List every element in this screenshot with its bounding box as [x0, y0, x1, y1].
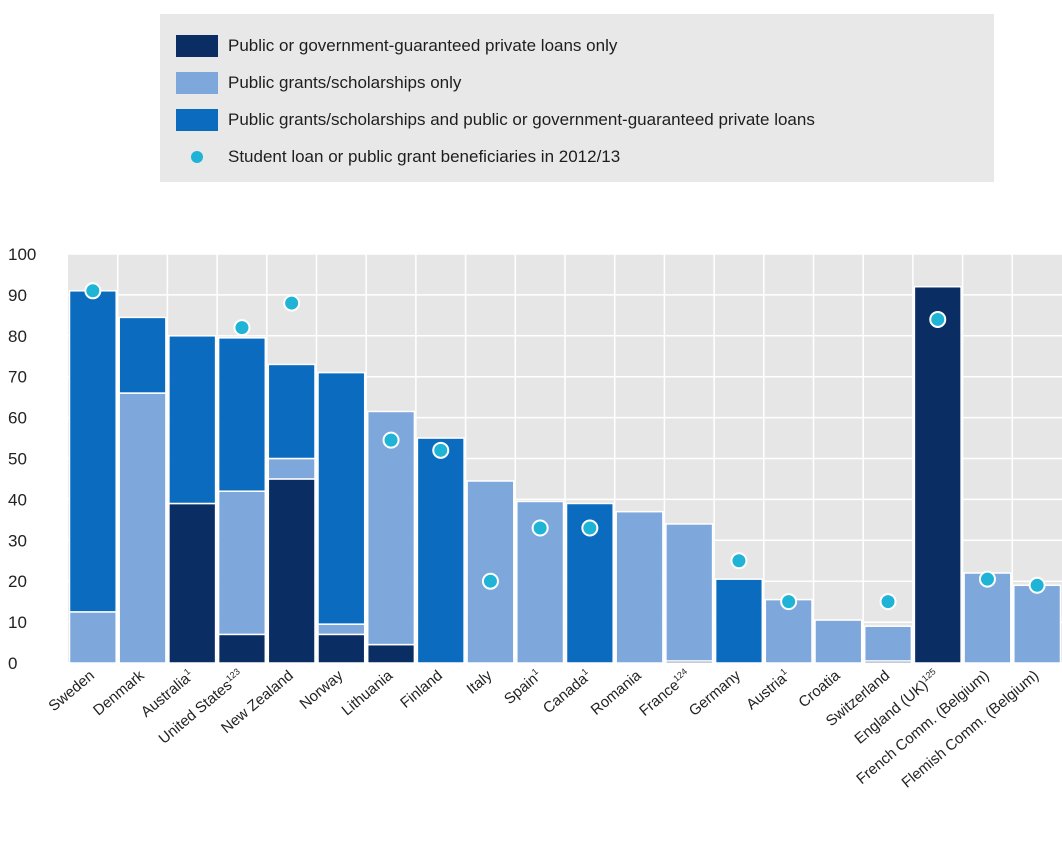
bar-segment-loans [217, 633, 267, 664]
x-tick-label: United States123 [155, 666, 247, 747]
beneficiaries-marker [780, 593, 798, 611]
bar-segment-grants [814, 619, 863, 664]
x-tick-label: Italy [464, 667, 496, 698]
x-tick-label: Lithuania [339, 667, 397, 720]
bar-segment-grants [1013, 584, 1062, 664]
beneficiaries-marker [978, 570, 996, 588]
x-tick-label: Austria1 [743, 666, 794, 713]
x-tick-label: Canada1 [539, 666, 595, 717]
bar-segment-loans [317, 633, 366, 664]
bar-segment-grants [217, 490, 267, 636]
bar-segment-both [118, 316, 167, 394]
x-tick-label-superscript: 1 [778, 666, 788, 677]
beneficiaries-marker [283, 294, 301, 312]
legend-label-grants: Public grants/scholarships only [228, 73, 462, 92]
bar-segment-both [317, 371, 366, 625]
beneficiaries-marker [382, 431, 400, 449]
legend-item-loans: Public or government-guaranteed private … [176, 34, 617, 58]
bar-segment-both [416, 437, 465, 664]
bar-segment-grants [466, 480, 515, 664]
x-tick-label-superscript: 125 [920, 666, 938, 683]
beneficiaries-marker [531, 519, 549, 537]
legend-swatch-both [176, 109, 218, 131]
y-tick-label: 90 [8, 286, 27, 305]
legend-label-loans: Public or government-guaranteed private … [228, 36, 618, 55]
bar-segment-grants [516, 500, 565, 664]
bar-segment-loans [267, 478, 316, 664]
legend-swatch-grants [176, 72, 218, 94]
x-tick-label: Romania [588, 667, 645, 719]
bar-segment-both [217, 337, 267, 492]
x-tick-label: France124 [635, 666, 694, 719]
beneficiaries-marker [84, 282, 102, 300]
x-tick-label-superscript: 123 [224, 666, 242, 683]
x-tick-label: Finland [397, 667, 446, 712]
x-tick-label-superscript: 1 [579, 666, 589, 677]
y-tick-label: 60 [8, 409, 27, 428]
bar-segment-grants [615, 510, 664, 664]
legend-item-beneficiaries: Student loan or public grant beneficiari… [176, 145, 620, 169]
y-tick-label: 50 [8, 450, 27, 469]
bar-segment-grants [118, 392, 167, 664]
bar-segment-loans [168, 502, 217, 664]
x-tick-label: Sweden [45, 667, 97, 715]
bar-segment-loans [366, 643, 416, 664]
bar-segment-both [168, 335, 217, 505]
beneficiaries-marker [1028, 576, 1046, 594]
x-tick-label: Spain1 [500, 666, 545, 708]
beneficiaries-marker [581, 519, 599, 537]
x-tick-label: Germany [686, 667, 745, 720]
legend-item-grants: Public grants/scholarships only [176, 71, 461, 95]
bar-segment-grants [317, 623, 366, 636]
bar-segment-both [714, 578, 764, 664]
bar-segment-grants [366, 410, 416, 646]
chart-legend: Public or government-guaranteed private … [160, 14, 994, 182]
legend-label-both: Public grants/scholarships and public or… [228, 110, 815, 129]
bar-segment-grants [267, 457, 316, 480]
x-tick-label-superscript: 124 [671, 666, 689, 683]
bar-segment-loans [913, 285, 962, 664]
bar-segment-grants [863, 625, 913, 662]
beneficiaries-marker [481, 572, 499, 590]
legend-dot-icon [191, 151, 203, 163]
beneficiaries-marker [233, 319, 251, 337]
y-tick-label: 0 [8, 654, 17, 673]
bar-segment-grants [665, 523, 714, 662]
y-tick-label: 70 [8, 368, 27, 387]
y-tick-label: 100 [8, 245, 36, 264]
bar-segment-grants [764, 598, 813, 664]
y-tick-label: 80 [8, 327, 27, 346]
x-tick-label: England (UK)125 [851, 666, 943, 747]
y-tick-label: 20 [8, 572, 27, 591]
x-tick-label-superscript: 1 [530, 666, 540, 677]
beneficiaries-marker [432, 441, 450, 459]
legend-marker-beneficiaries [176, 146, 218, 168]
legend-item-both: Public grants/scholarships and public or… [176, 108, 815, 132]
beneficiaries-marker [879, 593, 897, 611]
x-tick-label-superscript: 1 [182, 666, 192, 677]
legend-swatch-loans [176, 35, 218, 57]
y-tick-label: 10 [8, 613, 27, 632]
bar-segment-grants [68, 611, 117, 664]
bar-segment-both [267, 363, 316, 460]
beneficiaries-marker [730, 552, 748, 570]
legend-label-beneficiaries: Student loan or public grant beneficiari… [228, 147, 621, 166]
beneficiaries-marker [929, 310, 947, 328]
y-tick-label: 40 [8, 490, 27, 509]
x-tick-label: Denmark [90, 667, 148, 719]
bar-segment-both [68, 290, 117, 613]
y-tick-label: 30 [8, 531, 27, 550]
